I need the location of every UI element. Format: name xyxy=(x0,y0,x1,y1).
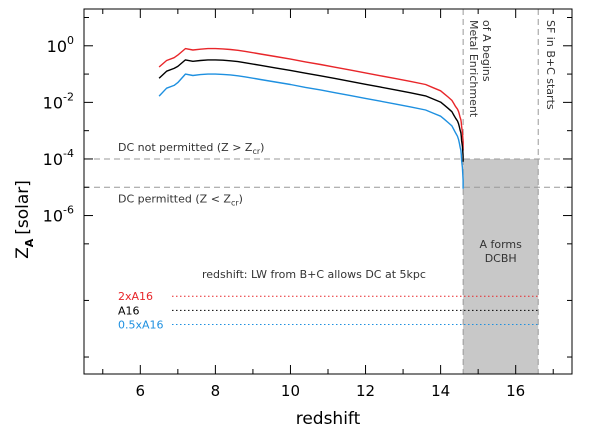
x-tick-label: 12 xyxy=(356,382,375,400)
y-axis-label-main: Z xyxy=(13,247,33,259)
dc-threshold-label-main: DC permitted (Z < Z xyxy=(118,192,231,205)
legend: redshift: LW from B+C allows DC at 5kpc 2… xyxy=(118,268,539,331)
y-tick-label-base: 10 xyxy=(43,207,63,226)
dc-threshold-label-suffix: ) xyxy=(260,141,264,154)
dc-threshold-label-main: DC not permitted (Z > Z xyxy=(118,141,253,154)
legend-entry-label: A16 xyxy=(118,304,140,317)
y-tick-label: 10-6 xyxy=(43,204,74,226)
reference-lines: DC not permitted (Z > Zcr)DC permitted (… xyxy=(84,9,572,374)
y-tick-label: 100 xyxy=(47,34,74,56)
dc-threshold-label: DC permitted (Z < Zcr) xyxy=(118,192,243,207)
x-tick-label: 16 xyxy=(506,382,525,400)
redshift-marker-label-line: of A begins xyxy=(480,20,493,82)
y-axis-label-unit: [solar] xyxy=(13,180,33,235)
y-tick-label: 10-2 xyxy=(43,90,74,112)
redshift-marker-label-line: SF in B+C starts xyxy=(544,20,557,110)
y-axis-label-subscript: A xyxy=(23,238,36,247)
shaded-region-label-line: A forms xyxy=(479,238,522,251)
redshift-marker-label-line: Metal Enrichment xyxy=(467,20,480,118)
y-tick-label-exponent: 0 xyxy=(67,34,74,47)
series-line-2xa16 xyxy=(158,47,464,151)
y-axis-label: ZA [solar] xyxy=(13,180,36,259)
x-tick-label: 10 xyxy=(281,382,300,400)
legend-entry-label: 2xA16 xyxy=(118,290,153,303)
y-tick-label-base: 10 xyxy=(47,37,67,56)
x-axis-label: redshift xyxy=(296,409,361,429)
y-tick-label: 10-4 xyxy=(43,147,74,169)
y-tick-label-exponent: -2 xyxy=(63,90,74,103)
y-tick-label-base: 10 xyxy=(43,93,63,112)
x-tick-label: 14 xyxy=(431,382,450,400)
legend-title: redshift: LW from B+C allows DC at 5kpc xyxy=(202,268,426,281)
series-layer xyxy=(158,47,464,189)
dc-threshold-label-subscript: cr xyxy=(252,147,260,156)
y-tick-label-exponent: -4 xyxy=(63,147,74,160)
x-tick-label: 6 xyxy=(136,382,146,400)
x-tick-label: 8 xyxy=(211,382,221,400)
series-line-0-5xa16 xyxy=(158,73,464,189)
y-tick-label-exponent: -6 xyxy=(63,204,74,217)
dcbh-shaded-region xyxy=(463,158,539,374)
dc-threshold-label-suffix: ) xyxy=(239,192,243,205)
y-tick-label-base: 10 xyxy=(43,150,63,169)
dc-threshold-label: DC not permitted (Z > Zcr) xyxy=(118,141,264,156)
legend-entry-label: 0.5xA16 xyxy=(118,318,164,331)
dc-threshold-label-subscript: cr xyxy=(231,198,239,207)
shaded-region-label-line: DCBH xyxy=(485,252,517,265)
series-line-a16 xyxy=(158,59,464,162)
